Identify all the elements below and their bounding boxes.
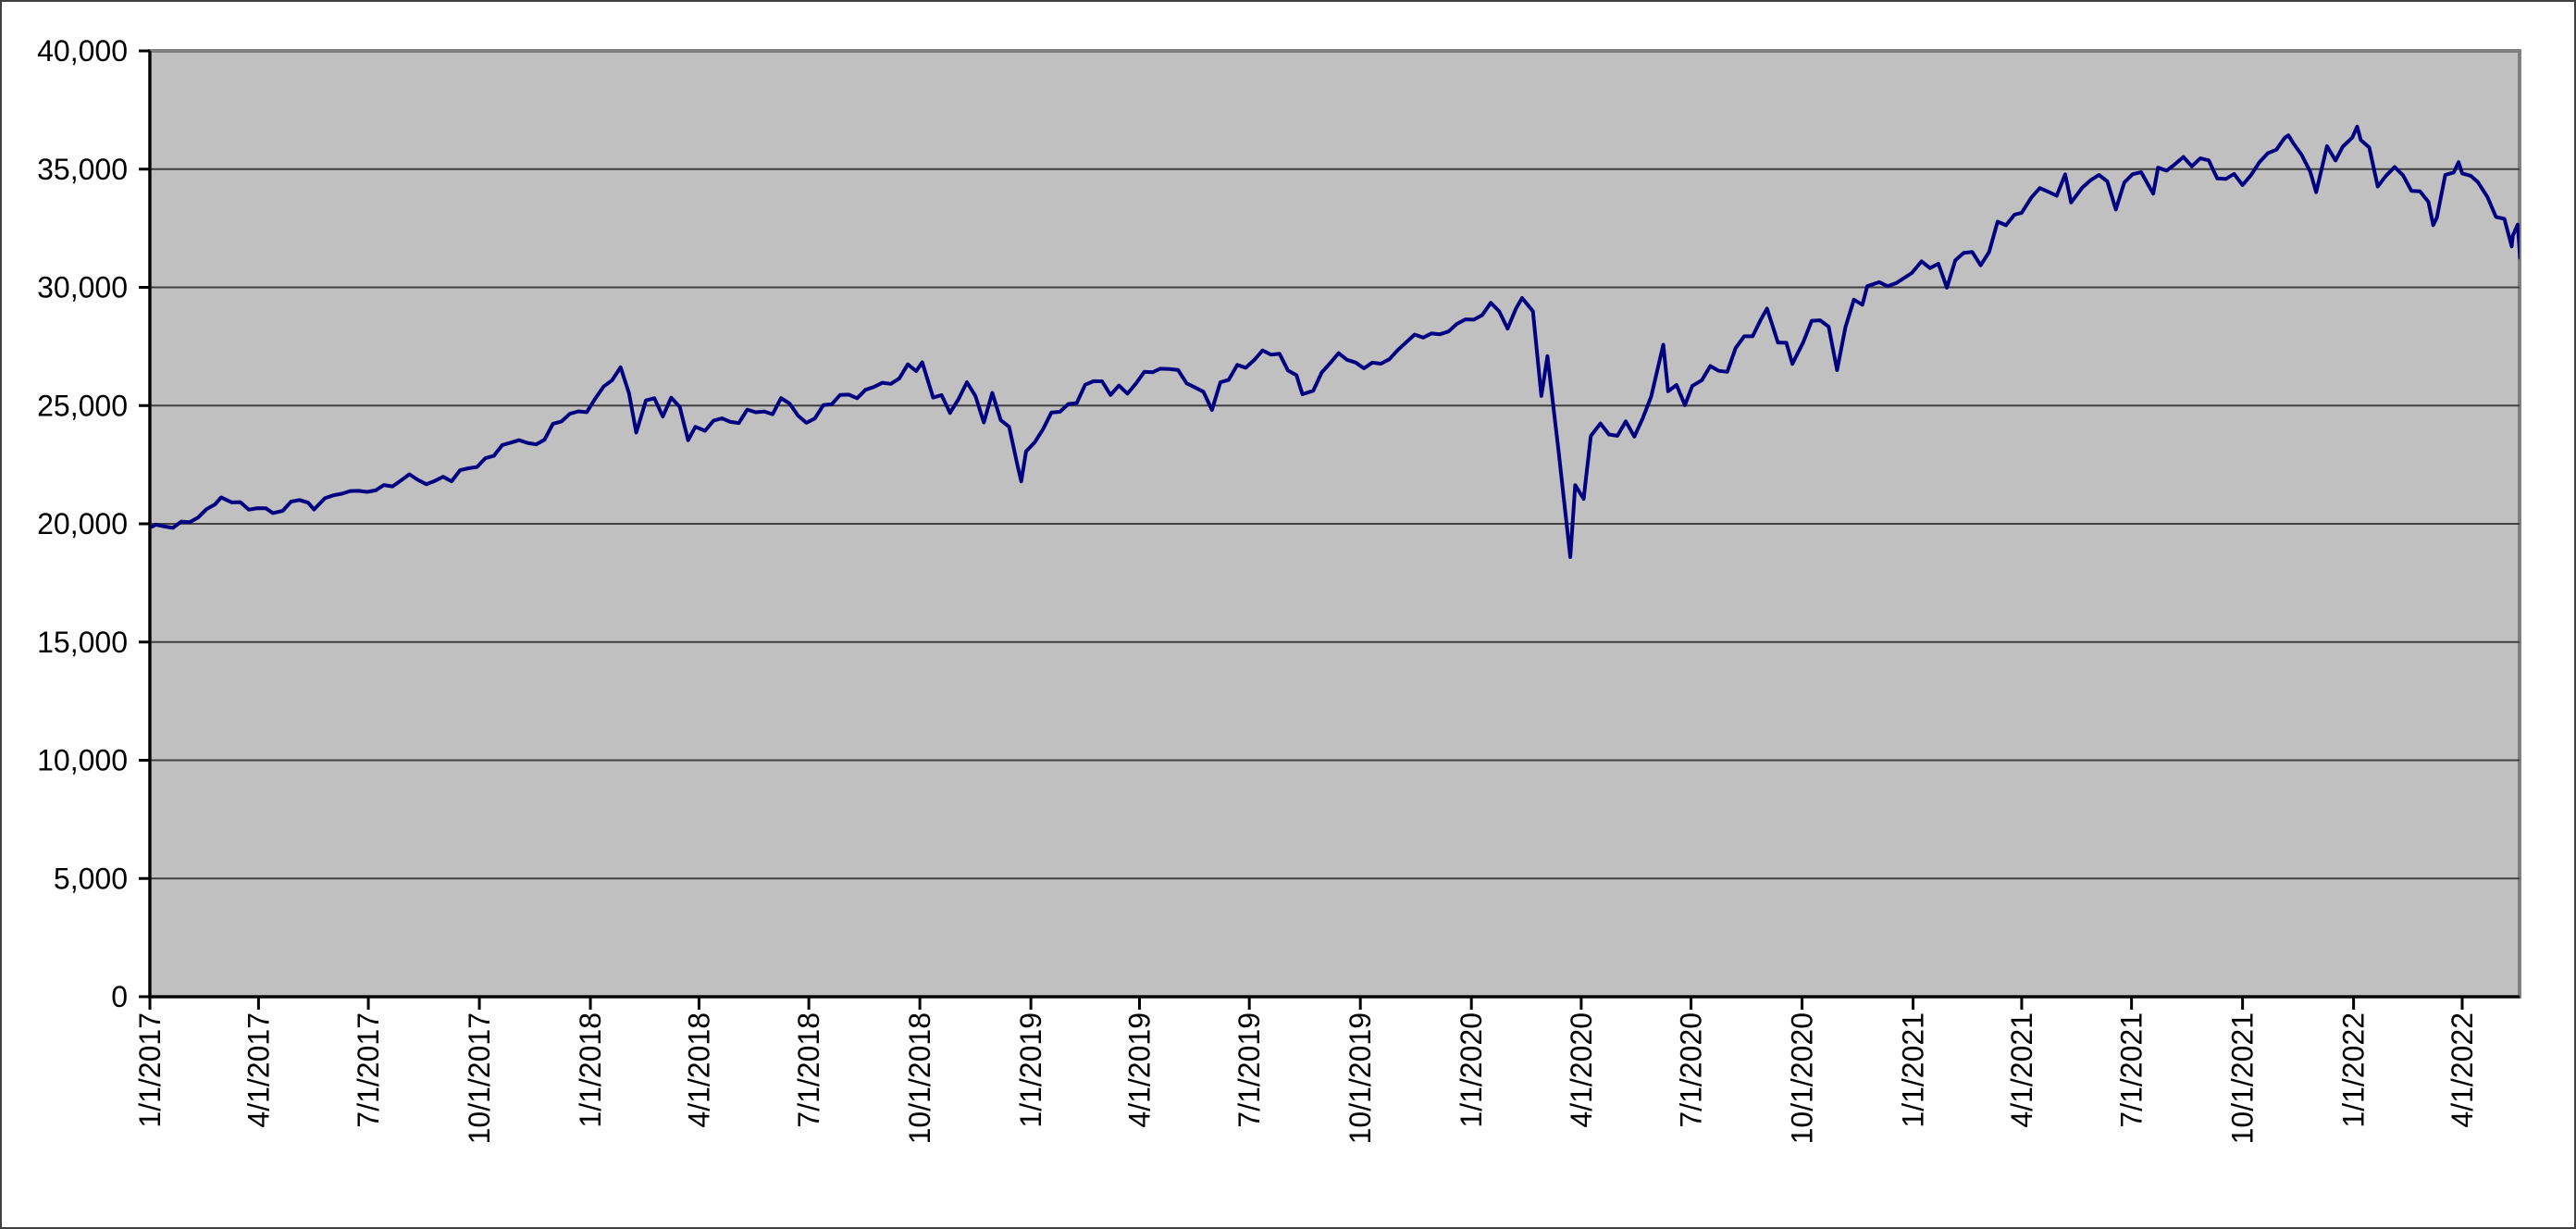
y-tick-label: 35,000 xyxy=(37,153,128,186)
x-tick-label: 1/1/2019 xyxy=(1014,1012,1047,1128)
series-line xyxy=(150,124,2520,559)
x-tick-label: 7/1/2017 xyxy=(352,1012,385,1128)
x-tick-label: 1/1/2021 xyxy=(1897,1012,1930,1128)
x-tick-label: 7/1/2018 xyxy=(792,1012,825,1128)
y-tick-label: 20,000 xyxy=(37,507,128,540)
y-tick-label: 10,000 xyxy=(37,744,128,777)
x-tick-label: 1/1/2018 xyxy=(574,1012,607,1128)
x-tick-label: 10/1/2017 xyxy=(463,1012,496,1144)
y-tick-label: 0 xyxy=(111,980,128,1013)
x-tick-label: 4/1/2020 xyxy=(1565,1012,1598,1128)
x-tick-label: 7/1/2020 xyxy=(1675,1012,1708,1128)
y-tick-label: 30,000 xyxy=(37,271,128,304)
x-tick-label: 1/1/2020 xyxy=(1455,1012,1488,1128)
x-tick-label: 10/1/2021 xyxy=(2226,1012,2260,1144)
x-tick-label: 4/1/2017 xyxy=(242,1012,275,1128)
y-tick-label: 40,000 xyxy=(37,34,128,68)
x-tick-label: 10/1/2018 xyxy=(903,1012,936,1144)
x-tick-label: 1/1/2017 xyxy=(133,1012,167,1128)
x-tick-label: 10/1/2019 xyxy=(1344,1012,1377,1144)
x-tick-label: 4/1/2019 xyxy=(1123,1012,1157,1128)
x-tick-label: 4/1/2018 xyxy=(682,1012,715,1128)
x-tick-label: 1/1/2022 xyxy=(2337,1012,2371,1128)
y-tick-label: 5,000 xyxy=(54,862,128,895)
x-tick-label: 10/1/2020 xyxy=(1786,1012,1819,1144)
x-tick-label: 7/1/2021 xyxy=(2115,1012,2149,1128)
y-tick-label: 15,000 xyxy=(37,626,128,659)
x-tick-label: 4/1/2021 xyxy=(2005,1012,2038,1128)
x-tick-label: 4/1/2022 xyxy=(2446,1012,2479,1128)
y-tick-label: 25,000 xyxy=(37,389,128,422)
x-tick-label: 7/1/2019 xyxy=(1232,1012,1266,1128)
